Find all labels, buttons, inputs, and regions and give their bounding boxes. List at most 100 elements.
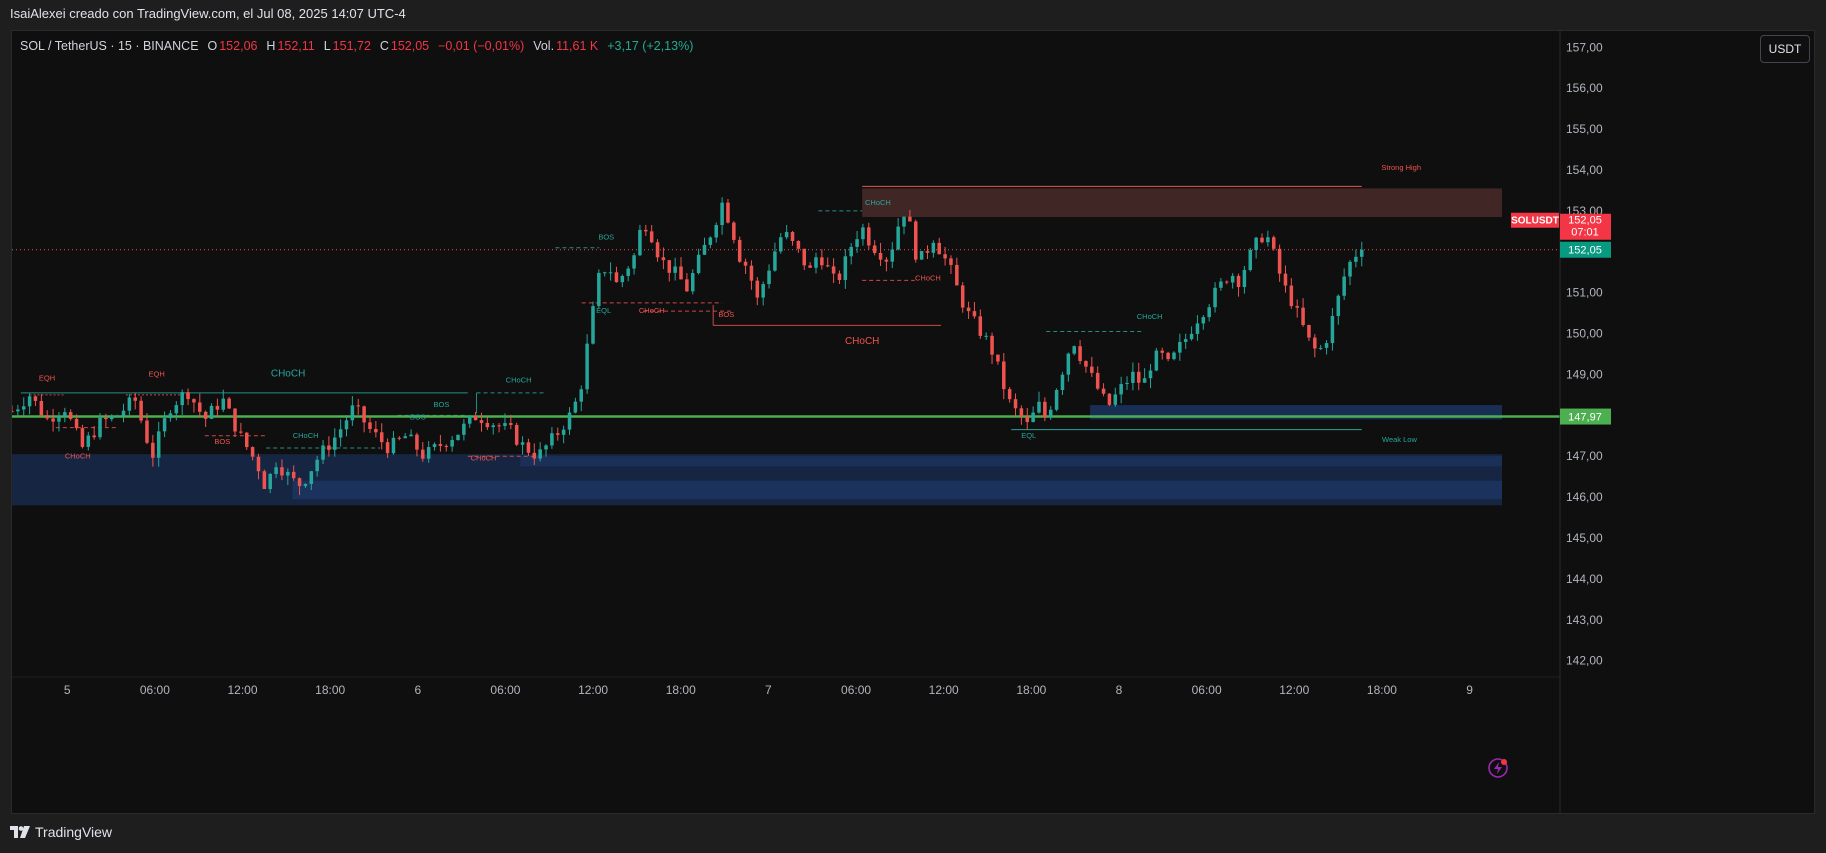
candle-body: [814, 257, 818, 268]
candle: [1318, 344, 1323, 351]
candle: [1090, 356, 1094, 377]
support-price-badge: [1560, 408, 1611, 425]
candle: [286, 468, 290, 486]
candle: [133, 392, 137, 410]
candle: [1324, 340, 1329, 355]
lightning-icon[interactable]: [1487, 757, 1509, 779]
annotation-label: CHoCH: [845, 336, 879, 347]
last-price-badge-label: 152,05: [1568, 245, 1602, 257]
candle: [1360, 241, 1364, 267]
candle-body: [1090, 366, 1094, 373]
candle: [626, 266, 630, 282]
candle-body: [168, 413, 173, 419]
annotation-label: BOS: [598, 233, 614, 242]
candle: [51, 408, 55, 432]
candle-body: [649, 231, 654, 243]
candle-body: [250, 447, 255, 457]
volume-change: +3,17 (+2,13%): [607, 39, 694, 53]
candle-body: [180, 392, 184, 406]
candle: [397, 436, 402, 441]
candle: [1131, 362, 1135, 391]
candle-body: [726, 202, 730, 223]
candle-body: [145, 420, 149, 443]
candle: [784, 224, 789, 240]
candle: [1301, 298, 1305, 327]
candle-body: [86, 435, 91, 447]
candle: [403, 433, 407, 439]
candle-body: [890, 249, 895, 262]
candle-body: [473, 415, 478, 421]
candle: [362, 405, 366, 433]
current-price-label: 152,05: [1568, 215, 1602, 227]
candle: [673, 257, 677, 281]
candle-body: [1178, 341, 1182, 353]
time-tick-label: 18:00: [315, 683, 345, 697]
candle-body: [221, 398, 226, 410]
candle: [884, 257, 889, 272]
annotation-label: BOS: [410, 412, 426, 421]
candle: [1084, 360, 1088, 373]
candle: [1254, 236, 1258, 259]
candle-body: [1207, 307, 1211, 318]
candle-body: [1031, 412, 1035, 422]
candle: [227, 396, 231, 409]
open-label: O: [207, 39, 218, 53]
symbol-name[interactable]: SOL / TetherUS · 15 · BINANCE: [20, 39, 199, 53]
candle: [749, 260, 754, 290]
candle-body: [1107, 393, 1112, 405]
candle-body: [755, 280, 760, 298]
candle-body: [244, 432, 249, 448]
price-tick-label: 156,00: [1566, 81, 1603, 95]
candle: [966, 301, 971, 320]
candle: [685, 273, 689, 292]
time-tick-label: 18:00: [666, 683, 696, 697]
volume-value: 11,61 K: [556, 39, 599, 53]
candle-body: [585, 343, 589, 390]
candle-body: [215, 405, 220, 410]
candle: [561, 425, 566, 444]
candle-body: [203, 411, 208, 419]
candle: [849, 243, 853, 265]
candle-body: [497, 425, 501, 427]
candle-body: [321, 445, 325, 460]
candle-body: [655, 242, 660, 258]
candle-body: [690, 273, 695, 292]
currency-button[interactable]: USDT: [1760, 35, 1810, 63]
time-tick-label: 6: [414, 683, 421, 697]
candle-body: [996, 354, 1000, 362]
candle: [344, 415, 349, 437]
candle: [1007, 386, 1012, 403]
time-tick-label: 8: [1116, 683, 1123, 697]
candle-body: [1072, 346, 1076, 354]
candle: [1043, 397, 1047, 422]
candle: [872, 240, 877, 256]
candle: [814, 252, 818, 274]
candle-body: [632, 255, 636, 269]
candle-body: [960, 285, 965, 308]
time-tick-label: 12:00: [578, 683, 608, 697]
candle-body: [92, 435, 96, 438]
candle: [503, 413, 507, 430]
candle: [937, 237, 941, 255]
candle: [931, 240, 936, 258]
candle-body: [913, 221, 918, 260]
candle-body: [1119, 384, 1123, 395]
footer-brand[interactable]: TradingView: [10, 824, 112, 840]
candle-body: [556, 433, 560, 435]
candle-body: [561, 429, 566, 435]
candlestick-chart[interactable]: EQH EQH CHoCH CHoCH BOS CHoCH BOS BOS CHoCH CHoCH…: [12, 31, 1814, 813]
candle: [209, 403, 214, 420]
candle-body: [919, 251, 924, 260]
candle-body: [790, 232, 795, 241]
chart-area[interactable]: EQH EQH CHoCH CHoCH BOS CHoCH BOS BOS CHoCH CHoCH…: [11, 30, 1815, 814]
candle-body: [514, 424, 519, 445]
candle: [1054, 388, 1059, 412]
candle: [385, 438, 390, 459]
candle: [368, 415, 372, 433]
candle: [63, 407, 67, 423]
candle-body: [344, 420, 349, 430]
candle: [467, 414, 472, 428]
candle-body: [1360, 249, 1364, 257]
candle: [755, 277, 760, 306]
candle-body: [162, 418, 167, 432]
